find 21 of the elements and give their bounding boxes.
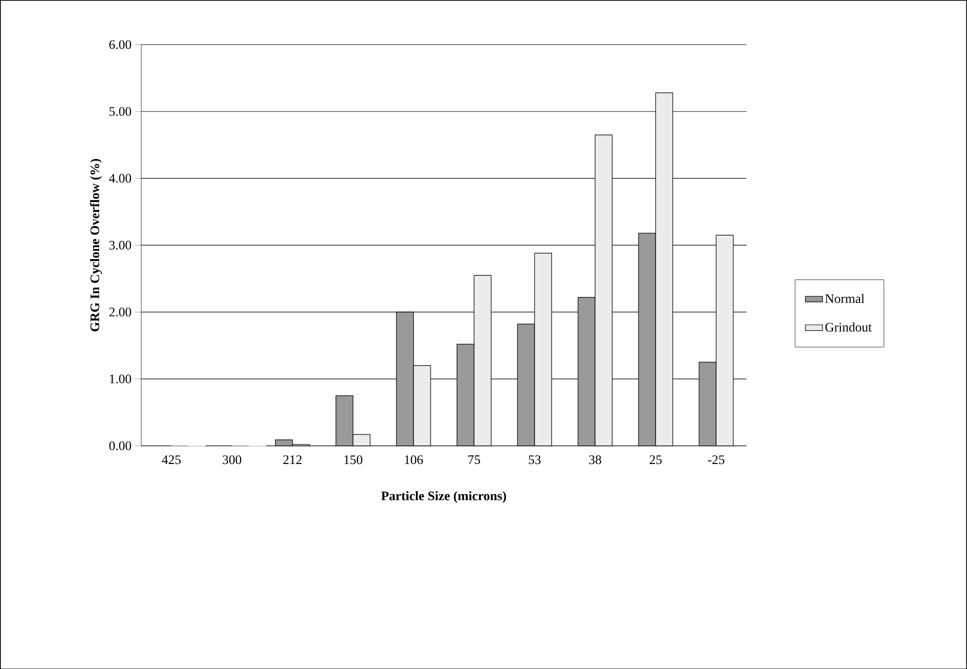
x-tick-label: 106 — [404, 455, 423, 464]
legend-label: Grindout — [825, 322, 872, 332]
x-tick-label: 300 — [222, 455, 242, 464]
y-tick-label: 5.00 — [110, 106, 132, 116]
x-tick-label: 53 — [528, 455, 541, 464]
x-tick-label: 38 — [589, 455, 602, 464]
x-tick-label: 75 — [468, 455, 480, 464]
x-tick-label: 25 — [650, 455, 662, 464]
y-tick-label: 1.00 — [110, 374, 132, 384]
y-tick-label: 2.00 — [109, 307, 132, 316]
x-tick-label: -25 — [708, 455, 724, 464]
x-tick-label: 212 — [283, 455, 302, 464]
x-axis-title: Particle Size (microns) — [381, 490, 506, 503]
y-axis-title: GRG In Cyclone Overflow (%) — [90, 158, 102, 332]
x-tick-label: 150 — [344, 455, 362, 464]
y-tick-label: 3.00 — [109, 240, 132, 250]
y-tick-label: 4.00 — [109, 174, 132, 183]
x-tick-label: 425 — [162, 455, 181, 464]
y-tick-label: 0.00 — [109, 441, 132, 450]
legend-label: Normal — [825, 294, 864, 303]
y-tick-label: 6.00 — [109, 40, 132, 49]
